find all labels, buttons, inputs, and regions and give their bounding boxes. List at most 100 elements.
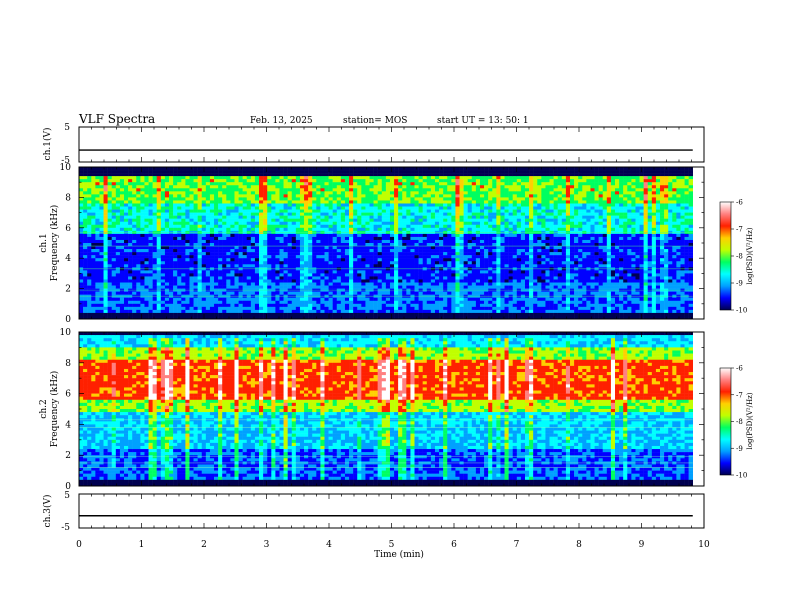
spectrogram-cell [430, 200, 436, 204]
spectrogram-cell [209, 243, 215, 247]
spectrogram-cell [79, 264, 84, 268]
spectrogram-cell [451, 243, 456, 247]
spectrogram-cell [238, 249, 243, 253]
spectrogram-cell [234, 282, 239, 286]
spectrogram-cell [443, 227, 448, 232]
spectrogram-cell [471, 252, 477, 256]
spectrogram-cell [332, 270, 338, 274]
spectrogram-cell [308, 282, 313, 286]
spectrogram-cell [406, 206, 411, 210]
spectrogram-cell [91, 236, 96, 241]
spectrogram-cell [451, 276, 456, 280]
spectrogram-cell [471, 309, 477, 314]
spectrogram-cell [312, 282, 317, 286]
spectrogram-cell [169, 209, 174, 213]
spectrogram-cell [124, 306, 129, 311]
spectrogram-cell [193, 233, 198, 238]
spectrogram-cell [226, 227, 231, 232]
spectrogram-cell [177, 258, 182, 262]
spectrogram-cell [283, 285, 288, 289]
spectrogram-cell [308, 185, 313, 189]
spectrogram-cell [332, 291, 338, 295]
spectrogram-cell [455, 270, 460, 274]
spectrogram-cell [377, 258, 383, 262]
spectrogram-cell [308, 221, 313, 226]
spectrogram-cell [328, 209, 333, 213]
spectrogram-cell [132, 206, 137, 210]
spectrogram-cell [128, 236, 133, 241]
spectrogram-cell [271, 173, 276, 177]
spectrogram-cell [267, 221, 272, 226]
spectrogram-cell [242, 215, 248, 219]
spectrogram-cell [283, 176, 288, 180]
spectrogram-cell [267, 270, 272, 274]
spectrogram-cell [443, 255, 448, 259]
spectrogram-cell [430, 315, 436, 320]
spectrogram-cell [124, 209, 129, 213]
spectrogram-cell [291, 215, 297, 219]
spectrogram-cell [299, 264, 305, 268]
spectrogram-cell [328, 276, 333, 280]
spectrogram-cell [344, 258, 350, 262]
spectrogram-cell [287, 312, 293, 317]
spectrogram-cell [83, 173, 88, 177]
spectrogram-cell [377, 300, 383, 305]
spectrogram-cell [447, 176, 452, 180]
spectrogram-cell [148, 243, 153, 247]
spectrogram-cell [164, 285, 170, 289]
spectrogram-cell [234, 170, 239, 174]
spectrogram-cell [357, 282, 362, 286]
spectrogram-cell [353, 236, 358, 241]
spectrogram-cell [148, 276, 153, 280]
spectrogram-cell [304, 209, 309, 213]
spectrogram-cell [169, 258, 174, 262]
spectrogram-cell [434, 206, 440, 210]
spectrogram-cell [316, 233, 321, 238]
spectrogram-cell [173, 276, 178, 280]
spectrogram-cell [160, 285, 166, 289]
spectrogram-cell [365, 252, 370, 256]
spectrogram-cell [398, 273, 403, 277]
spectrogram-cell [459, 224, 464, 229]
spectrogram-cell [136, 239, 141, 244]
spectrogram-cell [381, 179, 387, 183]
spectrogram-cell [271, 264, 276, 268]
spectrogram-cell [115, 167, 121, 171]
spectrogram-cell [218, 218, 223, 222]
spectrogram-cell [148, 194, 153, 198]
spectrogram-cell [373, 285, 378, 289]
spectrogram-cell [95, 206, 100, 210]
spectrogram-cell [324, 270, 329, 274]
spectrogram-cell [471, 233, 477, 238]
spectrogram-cell [373, 179, 378, 183]
spectrogram-cell [439, 227, 444, 232]
spectrogram-cell [304, 218, 309, 222]
spectrogram-cell [467, 261, 473, 265]
spectrogram-cell [209, 209, 215, 213]
spectrogram-cell [193, 215, 198, 219]
spectrogram-cell [124, 243, 129, 247]
spectrogram-cell [308, 218, 313, 222]
spectrogram-cell [324, 246, 329, 250]
spectrogram-cell [169, 261, 174, 265]
spectrogram-cell [201, 188, 207, 192]
spectrogram-cell [87, 239, 92, 244]
spectrogram-cell [475, 236, 481, 241]
spectrogram-cell [181, 167, 186, 171]
spectrogram-cell [381, 285, 387, 289]
spectrogram-cell [83, 252, 88, 256]
spectrogram-cell [214, 215, 219, 219]
spectrogram-cell [242, 224, 248, 229]
spectrogram-cell [299, 306, 305, 311]
spectrogram-cell [173, 249, 178, 253]
spectrogram-cell [365, 182, 370, 186]
spectrogram-cell [169, 194, 174, 198]
spectrogram-cell [185, 173, 190, 177]
spectrogram-cell [398, 191, 403, 195]
spectrogram-cell [99, 273, 104, 277]
spectrogram-cell [250, 185, 256, 189]
spectrogram-cell [365, 306, 370, 311]
spectrogram-cell [177, 173, 182, 177]
spectrogram-cell [124, 221, 129, 226]
spectrogram-cell [169, 218, 174, 222]
